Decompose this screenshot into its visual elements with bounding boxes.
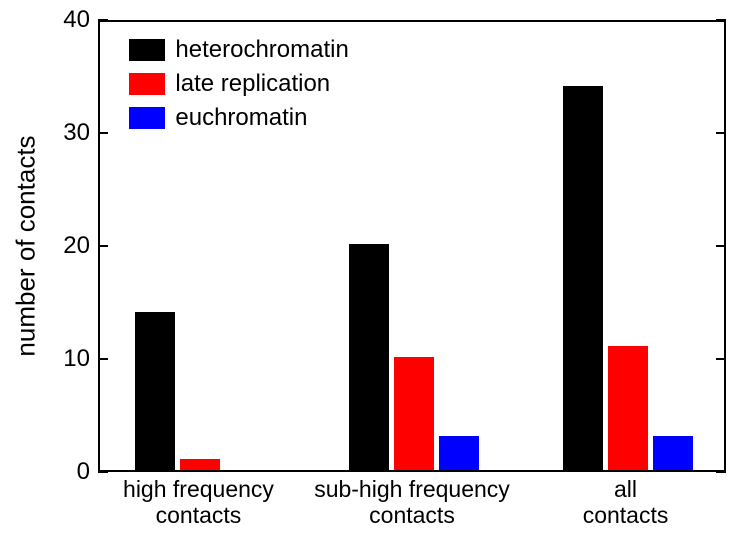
bar — [439, 436, 479, 470]
bar — [608, 346, 648, 470]
legend-row: heterochromatin — [129, 36, 348, 64]
ytick — [716, 132, 726, 134]
bar — [563, 86, 603, 470]
ytick-label: 10 — [63, 345, 90, 373]
legend-label: euchromatin — [175, 104, 307, 132]
y-axis-label: number of contacts — [11, 135, 42, 356]
ytick — [98, 19, 108, 21]
ytick — [716, 358, 726, 360]
xtick-label: high frequency contacts — [123, 476, 274, 529]
ytick — [716, 245, 726, 247]
ytick-label: 20 — [63, 232, 90, 260]
ytick — [716, 19, 726, 21]
xtick-label: all contacts — [583, 476, 669, 529]
contacts-bar-chart: 0 10 20 30 40 number of contacts high frequenc… — [0, 0, 748, 544]
bar — [394, 357, 434, 470]
ytick — [98, 132, 108, 134]
legend-swatch — [129, 107, 165, 129]
xtick-label: sub-high frequency contacts — [314, 476, 510, 529]
ytick-label: 30 — [63, 119, 90, 147]
ytick-label: 0 — [77, 458, 90, 486]
legend-swatch — [129, 39, 165, 61]
legend-row: late replication — [129, 70, 348, 98]
ytick — [716, 471, 726, 473]
ytick — [98, 358, 108, 360]
legend-swatch — [129, 73, 165, 95]
bar — [180, 459, 220, 470]
legend-label: heterochromatin — [175, 36, 348, 64]
legend-label: late replication — [175, 70, 330, 98]
bar — [349, 244, 389, 470]
bar — [653, 436, 693, 470]
bar — [135, 312, 175, 470]
legend: heterochromatin late replication euchromat… — [129, 36, 348, 132]
ytick-label: 40 — [63, 6, 90, 34]
ytick — [98, 245, 108, 247]
ytick — [98, 471, 108, 473]
legend-row: euchromatin — [129, 104, 348, 132]
